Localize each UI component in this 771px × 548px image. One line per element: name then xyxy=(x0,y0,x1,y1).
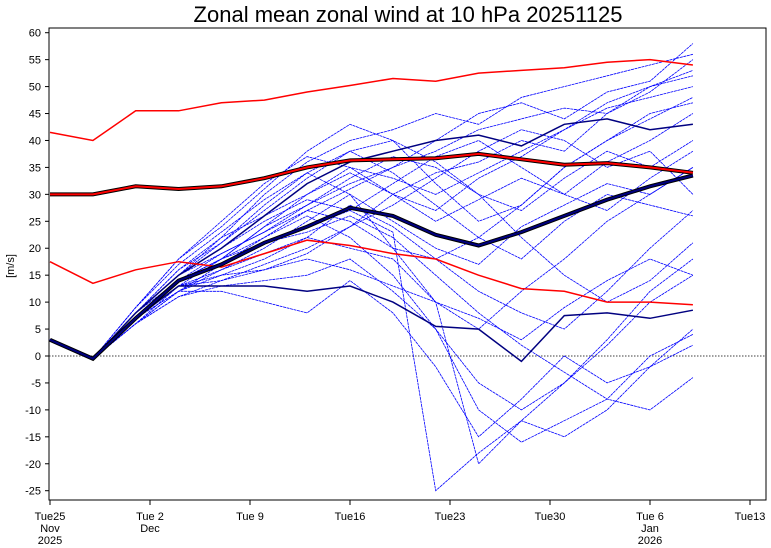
chart-title: Zonal mean zonal wind at 10 hPa 20251125 xyxy=(194,2,623,27)
x-tick-label: Nov xyxy=(40,523,60,535)
plot-area xyxy=(49,43,766,492)
ensemble-member-line xyxy=(49,258,694,411)
y-tick-label: 30 xyxy=(29,189,41,201)
x-tick-label: Tue 9 xyxy=(236,511,264,523)
y-tick-label: 20 xyxy=(29,243,41,255)
x-tick-label: Tue23 xyxy=(435,511,466,523)
ensemble-mean-line xyxy=(49,174,694,360)
x-tick-label: 2025 xyxy=(38,535,62,547)
highlight-member-line xyxy=(49,118,693,360)
highlight-member-line xyxy=(49,285,694,363)
y-tick-label: 10 xyxy=(29,297,41,309)
x-tick-label: Tue16 xyxy=(335,511,366,523)
climatology-mean-line xyxy=(50,152,694,196)
x-tick-label: Tue25 xyxy=(35,511,66,523)
y-tick-label: 5 xyxy=(35,324,41,336)
y-tick-label: 25 xyxy=(29,216,41,228)
ensemble-member-line xyxy=(49,237,694,465)
y-tick-label: 50 xyxy=(29,82,41,94)
x-tick-label: Tue30 xyxy=(535,511,566,523)
y-tick-label: -10 xyxy=(25,405,41,417)
y-tick-label: -15 xyxy=(25,432,41,444)
y-tick-label: -25 xyxy=(25,486,41,498)
x-tick-label: Tue 2 xyxy=(136,511,164,523)
ensemble-member-line xyxy=(49,210,694,492)
y-tick-label: 35 xyxy=(29,162,41,174)
y-tick-label: 45 xyxy=(29,109,41,121)
ensemble-member-line xyxy=(49,210,694,360)
y-tick-label: 15 xyxy=(29,270,41,282)
ensemble-member-line xyxy=(49,167,694,360)
x-tick-label: Dec xyxy=(140,523,160,535)
y-tick-label: 55 xyxy=(29,55,41,67)
ensemble-member-line xyxy=(49,150,693,360)
ensemble-member-line xyxy=(49,102,693,360)
plot-frame xyxy=(48,27,767,501)
ensemble-member-line xyxy=(49,113,694,360)
y-axis-label: [m/s] xyxy=(5,254,17,278)
y-tick-label: 40 xyxy=(29,135,41,147)
y-axis: -25 -20 -15 -10 -5 0 5 10 15 20 25 30 35 40 45 50 55 60 xyxy=(25,28,49,498)
y-tick-label: 0 xyxy=(35,351,41,363)
ensemble-member-line xyxy=(49,75,693,360)
y-tick-label: 60 xyxy=(29,28,41,40)
y-tick-label: -20 xyxy=(25,459,41,471)
ensemble-member-line xyxy=(49,97,694,360)
x-tick-label: Jan xyxy=(641,523,659,535)
climatology-min-line xyxy=(49,239,693,306)
x-tick-label: Tue 6 xyxy=(636,511,664,523)
ensemble-member-line xyxy=(49,70,694,360)
y-tick-label: -5 xyxy=(31,378,41,390)
ensemble-member-line xyxy=(49,86,693,360)
ensemble-member-line xyxy=(49,167,694,360)
x-tick-label: 2026 xyxy=(638,535,662,547)
x-tick-label: Tue13 xyxy=(735,511,766,523)
climatology-max-line xyxy=(49,58,693,142)
